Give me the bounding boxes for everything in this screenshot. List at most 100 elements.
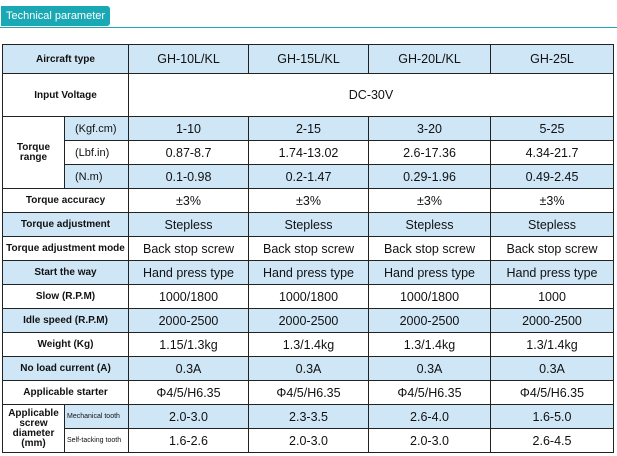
table-cell: Stepless [128, 212, 249, 237]
torque-range-label-line: range [19, 151, 48, 163]
row-label: Weight (Kg) [2, 332, 129, 357]
table-cell: 2-15 [248, 116, 369, 141]
table-cell: 2000-2500 [368, 308, 491, 333]
table-cell: 1000 [490, 284, 614, 309]
header-row: Aircraft type GH-10L/KL GH-15L/KL GH-20L… [2, 44, 614, 74]
table-cell: 0.29-1.96 [368, 164, 491, 189]
row-label: Applicable starter [2, 380, 129, 405]
screw-diameter-row: Applicable screw diameter (mm) Mechanica… [2, 404, 614, 453]
torque-range-row: (N.m) 0.1-0.98 0.2-1.47 0.29-1.96 0.49-2… [2, 164, 614, 189]
table-cell: 1.15/1.3kg [128, 332, 249, 357]
table-cell: Φ4/5/H6.35 [490, 380, 614, 405]
screw-type: Self-tacking tooth [64, 428, 129, 453]
table-cell: Hand press type [368, 260, 491, 285]
spec-row: Slow (R.P.M) 1000/1800 1000/1800 1000/18… [2, 284, 614, 309]
screw-diameter-label-line: (mm) [21, 437, 46, 449]
model-header: GH-15L/KL [248, 44, 369, 74]
table-cell: Hand press type [128, 260, 249, 285]
screw-diameter-label-line: Applicable [8, 407, 59, 419]
aircraft-type-label: Aircraft type [2, 44, 129, 74]
table-cell: 0.2-1.47 [248, 164, 369, 189]
row-label: Torque accuracy [2, 188, 129, 213]
torque-unit: (Lbf.in) [64, 140, 129, 165]
table-cell: 1.6-2.6 [128, 428, 249, 453]
table-cell: 1.6-5.0 [490, 404, 614, 429]
model-header: GH-10L/KL [128, 44, 249, 74]
input-voltage-label: Input Voltage [2, 73, 129, 117]
table-cell: Stepless [490, 212, 614, 237]
row-label: Idle speed (R.P.M) [2, 308, 129, 333]
spec-row: Torque adjustment Stepless Stepless Step… [2, 212, 614, 237]
screw-diameter-row: Self-tacking tooth 1.6-2.6 2.0-3.0 2.0-3… [2, 428, 614, 453]
table-cell: 0.3A [490, 356, 614, 381]
torque-range-row: (Lbf.in) 0.87-8.7 1.74-13.02 2.6-17.36 4… [2, 140, 614, 165]
table-cell: Back stop screw [128, 236, 249, 261]
table-cell: 0.3A [248, 356, 369, 381]
table-cell: Back stop screw [490, 236, 614, 261]
screw-diameter-label-line: diameter [12, 427, 55, 439]
row-label: Slow (R.P.M) [2, 284, 129, 309]
table-cell: 0.49-2.45 [490, 164, 614, 189]
spec-row: Torque adjustment mode Back stop screw B… [2, 236, 614, 261]
row-label: Torque adjustment [2, 212, 129, 237]
table-cell: 2.6-4.0 [368, 404, 491, 429]
section-title: Technical parameter [1, 6, 111, 26]
table-cell: 1.3/1.4kg [248, 332, 369, 357]
table-cell: ±3% [368, 188, 491, 213]
table-cell: Hand press type [490, 260, 614, 285]
table-cell: 0.3A [128, 356, 249, 381]
input-voltage-row: Input Voltage DC-30V [2, 73, 614, 117]
spec-row: Applicable starter Φ4/5/H6.35 Φ4/5/H6.35… [2, 380, 614, 405]
table-cell: ±3% [128, 188, 249, 213]
table-cell: 2.0-3.0 [368, 428, 491, 453]
torque-range-row: Torque range (Kgf.cm) 1-10 2-15 3-20 5-2… [2, 116, 614, 189]
row-label: Torque adjustment mode [2, 236, 129, 261]
screw-diameter-label: Applicable screw diameter (mm) [2, 404, 65, 453]
spec-row: Idle speed (R.P.M) 2000-2500 2000-2500 2… [2, 308, 614, 333]
model-header: GH-25L [490, 44, 614, 74]
table-cell: ±3% [248, 188, 369, 213]
row-label: Start the way [2, 260, 129, 285]
table-cell: 1-10 [128, 116, 249, 141]
table-cell: 0.3A [368, 356, 491, 381]
table-cell: 4.34-21.7 [490, 140, 614, 165]
table-cell: 2000-2500 [128, 308, 249, 333]
table-cell: 2.6-4.5 [490, 428, 614, 453]
table-cell: 0.87-8.7 [128, 140, 249, 165]
spec-row: Torque accuracy ±3% ±3% ±3% ±3% [2, 188, 614, 213]
spec-row: No load current (A) 0.3A 0.3A 0.3A 0.3A [2, 356, 614, 381]
table-cell: 2000-2500 [490, 308, 614, 333]
table-cell: 2.3-3.5 [248, 404, 369, 429]
table-cell: Stepless [368, 212, 491, 237]
table-cell: 1000/1800 [128, 284, 249, 309]
torque-range-label: Torque range [2, 116, 65, 189]
screw-type: Mechanical tooth [64, 404, 129, 429]
table-cell: Hand press type [248, 260, 369, 285]
table-cell: 2.0-3.0 [128, 404, 249, 429]
table-cell: 2.0-3.0 [248, 428, 369, 453]
table-cell: 3-20 [368, 116, 491, 141]
table-cell: Φ4/5/H6.35 [248, 380, 369, 405]
table-cell: 1000/1800 [368, 284, 491, 309]
table-cell: 0.1-0.98 [128, 164, 249, 189]
table-cell: Stepless [248, 212, 369, 237]
table-cell: 1.74-13.02 [248, 140, 369, 165]
table-cell: 2000-2500 [248, 308, 369, 333]
table-cell: 1.3/1.4kg [490, 332, 614, 357]
spec-table: Aircraft type GH-10L/KL GH-15L/KL GH-20L… [2, 44, 614, 453]
spec-row: Weight (Kg) 1.15/1.3kg 1.3/1.4kg 1.3/1.4… [2, 332, 614, 357]
table-cell: 1000/1800 [248, 284, 369, 309]
spec-row: Start the way Hand press type Hand press… [2, 260, 614, 285]
table-cell: Back stop screw [368, 236, 491, 261]
table-cell: 5-25 [490, 116, 614, 141]
torque-unit: (Kgf.cm) [64, 116, 129, 141]
input-voltage-value: DC-30V [128, 73, 614, 117]
table-cell: 2.6-17.36 [368, 140, 491, 165]
screw-diameter-label-line: screw [19, 417, 48, 429]
table-cell: Back stop screw [248, 236, 369, 261]
torque-unit: (N.m) [64, 164, 129, 189]
section-divider [0, 27, 617, 28]
model-header: GH-20L/KL [368, 44, 491, 74]
table-cell: Φ4/5/H6.35 [128, 380, 249, 405]
table-cell: ±3% [490, 188, 614, 213]
